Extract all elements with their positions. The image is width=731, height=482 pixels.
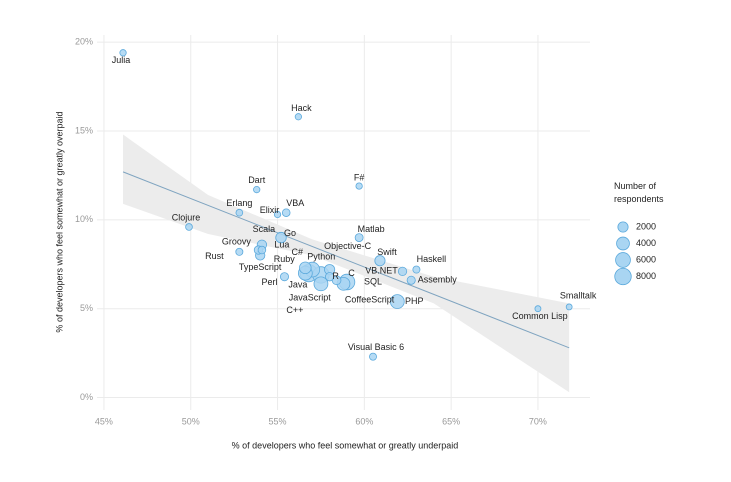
point-label: PHP	[405, 296, 424, 306]
bubble	[397, 266, 408, 276]
bubble	[235, 208, 244, 217]
bubble	[565, 303, 573, 311]
y-tick-label: 20%	[75, 36, 93, 46]
point-label: Swift	[377, 247, 397, 257]
point-label: F#	[354, 172, 365, 182]
legend-title: Number of respondents	[614, 181, 664, 204]
legend-bubble	[616, 236, 630, 251]
bubble	[313, 276, 329, 292]
legend-label: 6000	[636, 254, 656, 264]
point-label: SQL	[364, 276, 382, 286]
x-tick-label: 55%	[269, 416, 287, 426]
bubble	[412, 265, 421, 274]
bubble	[389, 294, 405, 309]
legend-label: 8000	[636, 271, 656, 281]
confidence-band	[123, 134, 570, 393]
point-label: C++	[286, 305, 303, 315]
point-label: Scala	[253, 224, 276, 234]
bubble	[275, 231, 287, 244]
point-label: Julia	[112, 55, 131, 65]
point-label: Go	[284, 228, 296, 238]
point-label: Groovy	[222, 236, 252, 246]
point-label: CoffeeScript	[345, 295, 395, 305]
point-label: R	[332, 271, 339, 281]
point-label: Haskell	[417, 254, 447, 264]
point-label: Perl	[261, 277, 277, 287]
bubble	[406, 275, 416, 285]
y-tick-label: 5%	[80, 303, 93, 313]
x-tick-label: 65%	[442, 416, 460, 426]
point-label: VB.NET	[365, 266, 398, 276]
bubble	[354, 233, 364, 242]
legend-label: 4000	[636, 238, 656, 248]
trend-line	[122, 171, 570, 349]
bubble	[273, 210, 282, 219]
y-tick-label: 10%	[75, 214, 93, 224]
legend-bubble	[614, 267, 632, 286]
legend-bubble	[617, 221, 629, 233]
point-label: JavaScript	[289, 293, 332, 303]
point-label: C#	[291, 247, 303, 257]
bubble	[294, 113, 302, 121]
y-tick-label: 0%	[80, 392, 93, 402]
x-tick-label: 50%	[182, 416, 200, 426]
point-label: Dart	[248, 175, 266, 185]
x-tick-label: 60%	[355, 416, 373, 426]
point-label: Common Lisp	[512, 311, 568, 321]
x-axis-label: % of developers who feel somewhat or gre…	[232, 440, 459, 450]
point-label: Rust	[205, 251, 224, 261]
point-label: Smalltalk	[560, 290, 597, 300]
y-axis-label: % of developers who feel somewhat or gre…	[54, 111, 64, 332]
point-label: Elixir	[260, 205, 280, 215]
bubble	[369, 352, 377, 361]
bubble	[299, 261, 312, 275]
point-label: Java	[288, 279, 307, 289]
point-label: Hack	[291, 103, 312, 113]
bubble	[324, 272, 335, 282]
x-tick-label: 70%	[529, 416, 547, 426]
point-label: Clojure	[172, 212, 201, 222]
point-label: Visual Basic 6	[348, 342, 404, 352]
point-label: Ruby	[274, 254, 296, 264]
legend-label: 2000	[636, 221, 656, 231]
point-label: Lua	[274, 239, 289, 249]
bubble	[119, 49, 127, 57]
bubble	[279, 272, 289, 282]
point-label: Erlang	[226, 198, 252, 208]
point-label: TypeScript	[239, 262, 282, 272]
bubble	[281, 208, 291, 217]
point-label: VBA	[286, 198, 304, 208]
point-label: C	[348, 268, 355, 278]
bubble	[235, 247, 244, 256]
bubble	[374, 255, 386, 267]
point-label: Matlab	[358, 224, 385, 234]
y-tick-label: 15%	[75, 125, 93, 135]
bubble	[185, 223, 193, 231]
bubble	[253, 186, 261, 194]
point-label: Objective-C	[324, 241, 372, 251]
bubble	[355, 182, 363, 190]
bubble	[534, 305, 542, 313]
legend-bubble	[615, 252, 631, 268]
bubble	[257, 245, 267, 255]
x-tick-label: 45%	[95, 416, 113, 426]
point-label: Python	[307, 252, 335, 262]
point-label: Assembly	[418, 275, 458, 285]
